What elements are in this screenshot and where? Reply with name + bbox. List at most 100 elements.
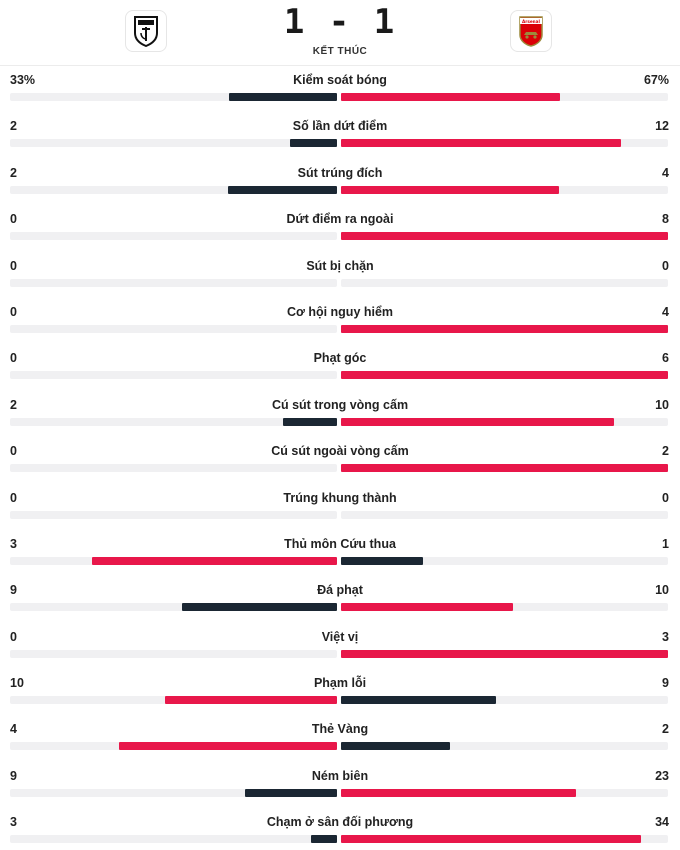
stat-label: Sút bị chặn bbox=[306, 258, 374, 273]
home-stat-value: 9 bbox=[10, 583, 17, 598]
away-stat-value: 67% bbox=[643, 73, 669, 87]
home-stat-value: 2 bbox=[10, 119, 17, 134]
home-stat-track bbox=[10, 417, 337, 426]
home-stat-track bbox=[10, 324, 337, 333]
home-stat-bar bbox=[182, 603, 337, 612]
stat-label: Cú sút ngoài vòng cấm bbox=[271, 444, 409, 459]
stat-label: Sút trúng đích bbox=[297, 165, 383, 180]
away-stat-track bbox=[341, 93, 668, 101]
home-team-crest[interactable] bbox=[125, 10, 167, 52]
stat-row: 3 Chạm ở sân đối phương 34 bbox=[0, 808, 680, 850]
home-stat-value: 3 bbox=[10, 815, 17, 830]
stat-row: 33% Kiểm soát bóng 67% bbox=[0, 66, 680, 112]
home-stat-value: 0 bbox=[10, 629, 17, 644]
home-stat-track bbox=[10, 93, 337, 101]
stat-label: Phạm lỗi bbox=[313, 676, 367, 691]
away-stat-track bbox=[341, 371, 668, 380]
away-stat-value: 1 bbox=[662, 536, 669, 551]
home-stat-value: 4 bbox=[10, 722, 17, 737]
away-stat-track bbox=[341, 464, 668, 473]
home-stat-value: 0 bbox=[10, 304, 17, 319]
stat-label: Cơ hội nguy hiểm bbox=[286, 304, 394, 319]
away-stat-track bbox=[341, 324, 668, 333]
away-team-crest[interactable]: Arsenal bbox=[510, 10, 552, 52]
away-stat-track bbox=[341, 696, 668, 705]
stat-row: 0 Phạt góc 6 bbox=[0, 344, 680, 390]
home-stat-bar bbox=[229, 93, 337, 101]
stat-label: Cú sút trong vòng cấm bbox=[271, 397, 409, 412]
home-stat-value: 0 bbox=[10, 212, 17, 227]
home-stat-track bbox=[10, 696, 337, 705]
home-stat-track bbox=[10, 185, 337, 194]
away-stat-track bbox=[341, 232, 668, 241]
away-stat-bar bbox=[341, 185, 559, 194]
stat-row: 3 Thủ môn Cứu thua 1 bbox=[0, 530, 680, 576]
home-stat-value: 0 bbox=[10, 258, 17, 273]
stat-row: 2 Số lần dứt điểm 12 bbox=[0, 112, 680, 158]
arsenal-crest-text: Arsenal bbox=[522, 19, 540, 24]
away-stat-value: 12 bbox=[655, 119, 669, 134]
match-header: 1 - 1 KẾT THÚC Arsenal bbox=[0, 0, 680, 66]
match-score: 1 - 1 bbox=[283, 2, 397, 42]
home-stat-value: 2 bbox=[10, 165, 17, 180]
away-stat-value: 4 bbox=[662, 165, 669, 180]
away-stat-track bbox=[341, 510, 668, 519]
away-stat-value: 0 bbox=[662, 490, 669, 505]
away-stat-value: 3 bbox=[662, 629, 669, 644]
away-stat-value: 10 bbox=[655, 583, 669, 598]
home-stat-value: 0 bbox=[10, 351, 17, 366]
stat-row: 0 Trúng khung thành 0 bbox=[0, 484, 680, 530]
away-stat-bar bbox=[341, 93, 561, 101]
home-stat-track bbox=[10, 742, 337, 751]
stat-row: 9 Ném biên 23 bbox=[0, 762, 680, 808]
stat-label: Phạt góc bbox=[313, 351, 367, 366]
stat-row: 0 Sút bị chặn 0 bbox=[0, 252, 680, 298]
stats-list: 33% Kiểm soát bóng 67% 2 Số lần dứt điểm 12 2 S… bbox=[0, 66, 680, 850]
away-stat-track bbox=[341, 835, 668, 844]
arsenal-crest-icon: Arsenal bbox=[519, 16, 543, 47]
stat-label: Trúng khung thành bbox=[283, 490, 397, 505]
home-stat-track bbox=[10, 464, 337, 473]
away-stat-track bbox=[341, 788, 668, 797]
away-stat-value: 0 bbox=[662, 258, 669, 273]
stat-row: 0 Dứt điểm ra ngoài 8 bbox=[0, 205, 680, 251]
away-stat-bar bbox=[341, 603, 514, 612]
home-stat-bar bbox=[119, 742, 337, 751]
stat-label: Đá phạt bbox=[317, 583, 363, 598]
home-stat-bar bbox=[245, 788, 337, 797]
away-stat-value: 4 bbox=[662, 304, 669, 319]
home-stat-bar bbox=[164, 696, 337, 705]
match-status: KẾT THÚC bbox=[312, 46, 368, 57]
home-stat-track bbox=[10, 510, 337, 519]
stat-row: 2 Sút trúng đích 4 bbox=[0, 159, 680, 205]
away-stat-track bbox=[341, 278, 668, 287]
home-stat-bar bbox=[91, 556, 337, 565]
away-stat-bar bbox=[341, 417, 614, 426]
stat-row: 0 Cú sút ngoài vòng cấm 2 bbox=[0, 437, 680, 483]
away-stat-value: 23 bbox=[655, 768, 669, 783]
stat-row: 10 Phạm lỗi 9 bbox=[0, 669, 680, 715]
stat-label: Việt vị bbox=[321, 629, 359, 644]
home-stat-bar bbox=[228, 185, 337, 194]
away-stat-track bbox=[341, 556, 668, 565]
home-stat-value: 0 bbox=[10, 444, 17, 459]
away-stat-track bbox=[341, 185, 668, 194]
home-stat-track bbox=[10, 649, 337, 658]
away-stat-value: 2 bbox=[662, 444, 669, 459]
fulham-crest-icon bbox=[134, 16, 158, 47]
away-stat-bar bbox=[341, 556, 423, 565]
home-stat-value: 10 bbox=[10, 676, 24, 691]
home-stat-value: 9 bbox=[10, 768, 17, 783]
home-stat-value: 0 bbox=[10, 490, 17, 505]
away-stat-bar bbox=[341, 139, 622, 148]
away-stat-bar bbox=[341, 371, 668, 380]
home-stat-track bbox=[10, 603, 337, 612]
stat-label: Thủ môn Cứu thua bbox=[284, 536, 396, 551]
home-stat-bar bbox=[282, 417, 337, 426]
away-stat-value: 8 bbox=[662, 212, 669, 227]
away-stat-track bbox=[341, 417, 668, 426]
stat-label: Ném biên bbox=[311, 768, 369, 783]
away-stat-value: 6 bbox=[662, 351, 669, 366]
away-stat-bar bbox=[341, 232, 668, 241]
home-stat-track bbox=[10, 371, 337, 380]
